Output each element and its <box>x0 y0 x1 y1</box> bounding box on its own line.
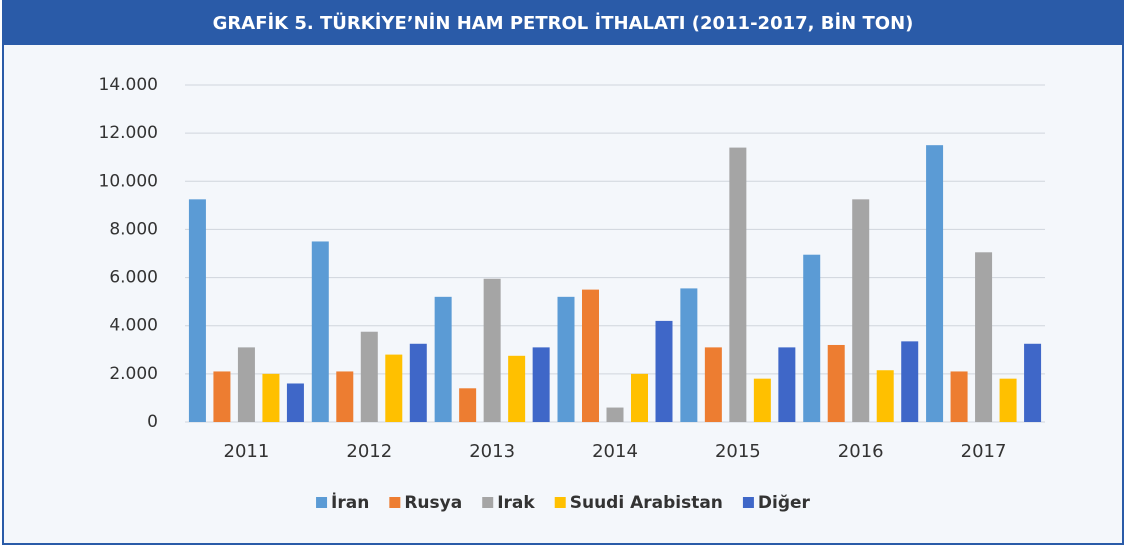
bar <box>557 296 575 422</box>
bar <box>262 373 280 422</box>
bar <box>606 407 624 422</box>
bar <box>1024 343 1042 422</box>
legend-swatch <box>742 497 754 508</box>
bar <box>926 145 944 422</box>
bar <box>311 241 329 422</box>
bar <box>188 199 206 422</box>
x-tick-label: 2017 <box>961 441 1007 462</box>
y-tick-label: 8.000 <box>109 219 158 239</box>
bar <box>778 347 796 422</box>
bar <box>409 343 427 422</box>
y-tick-label: 12.000 <box>99 123 158 143</box>
x-tick-label: 2011 <box>224 441 270 462</box>
legend-label: Rusya <box>404 493 462 513</box>
legend-swatch <box>482 497 494 508</box>
bar <box>213 371 231 422</box>
bar <box>975 252 993 422</box>
bar <box>286 383 304 422</box>
bar <box>901 341 919 422</box>
bar <box>950 371 968 422</box>
chart-title: GRAFİK 5. TÜRKİYE’NİN HAM PETROL İTHALAT… <box>213 12 914 34</box>
legend-label: Suudi Arabistan <box>570 493 723 513</box>
bar <box>360 331 378 422</box>
legend-swatch <box>554 497 566 508</box>
bar <box>508 355 526 422</box>
y-tick-label: 2.000 <box>109 364 158 384</box>
bar <box>434 296 452 422</box>
x-tick-label: 2015 <box>715 441 761 462</box>
y-tick-label: 0 <box>147 412 158 432</box>
bar <box>680 288 698 422</box>
bar <box>237 347 255 422</box>
bar <box>655 320 673 422</box>
legend-label: İran <box>331 491 369 513</box>
bar <box>753 378 771 422</box>
y-tick-label: 14.000 <box>99 75 158 95</box>
bar <box>729 147 747 423</box>
x-tick-label: 2014 <box>592 441 638 462</box>
header <box>3 1 1123 45</box>
bar <box>704 347 722 422</box>
legend-label: Irak <box>497 493 535 513</box>
bar <box>483 278 501 422</box>
bar <box>827 344 845 422</box>
bar <box>999 378 1017 422</box>
x-tick-label: 2016 <box>838 441 884 462</box>
bar <box>852 199 870 422</box>
y-tick-label: 10.000 <box>99 171 158 191</box>
legend-label: Diğer <box>758 493 811 513</box>
bar <box>532 347 550 422</box>
x-tick-label: 2012 <box>346 441 392 462</box>
bar <box>385 354 403 422</box>
y-tick-label: 6.000 <box>109 268 158 288</box>
legend-swatch <box>316 497 328 508</box>
bar <box>803 254 821 422</box>
bar <box>336 371 354 422</box>
y-tick-label: 4.000 <box>109 316 158 336</box>
bar <box>631 373 648 422</box>
bar <box>582 289 599 422</box>
x-tick-label: 2013 <box>469 441 515 462</box>
bar <box>876 370 894 422</box>
legend-swatch <box>389 497 401 508</box>
bar <box>459 388 477 422</box>
